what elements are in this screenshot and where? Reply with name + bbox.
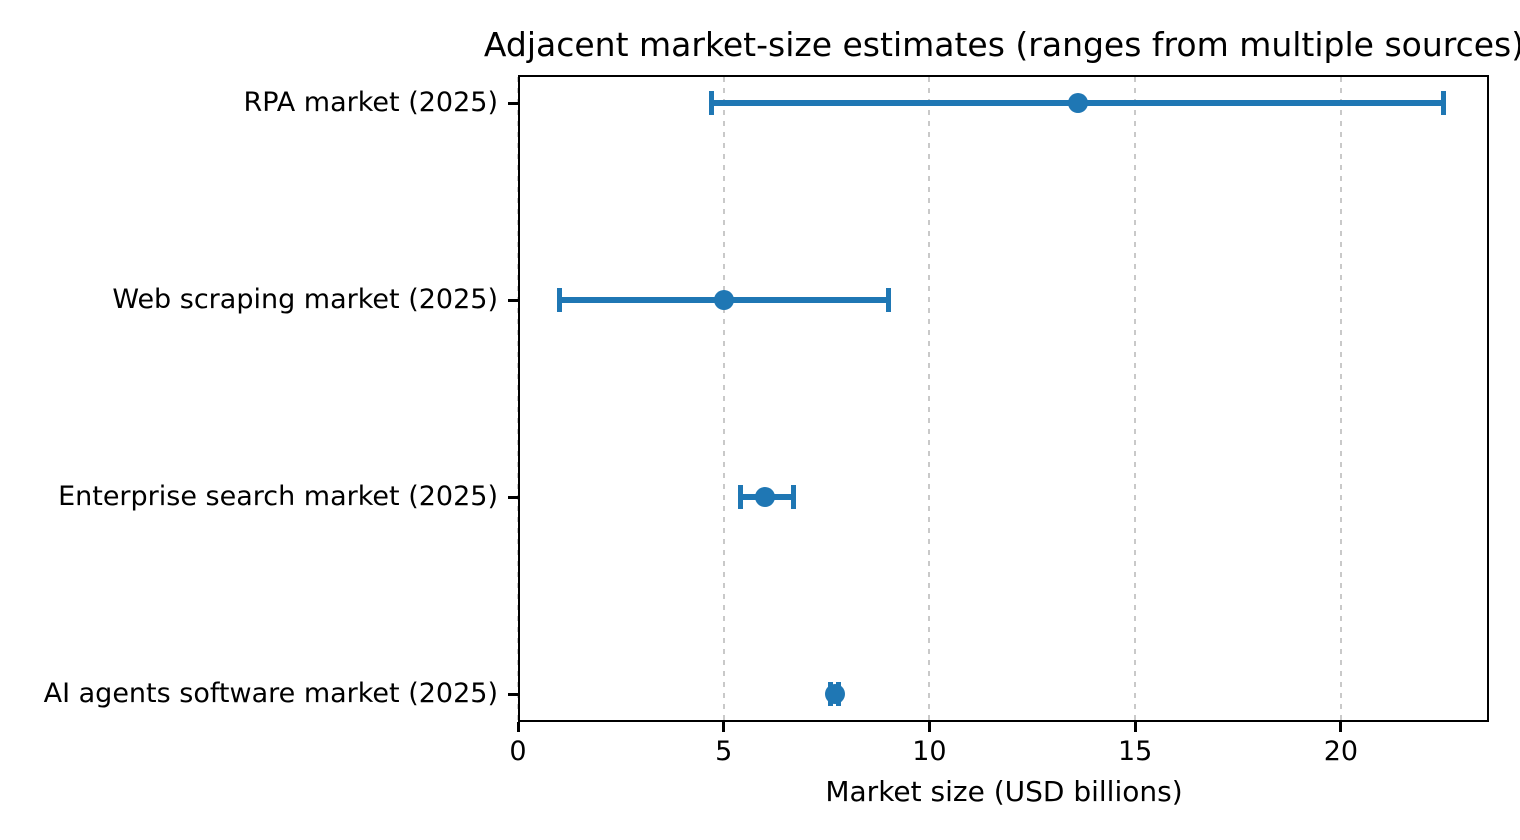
plot-area-border — [518, 75, 1489, 722]
gridline-x-20 — [1339, 77, 1342, 720]
x-axis-label: Market size (USD billions) — [825, 775, 1183, 808]
gridline-x-10 — [928, 77, 931, 720]
x-tick-15 — [1133, 722, 1137, 732]
x-tick-0 — [516, 722, 520, 732]
x-tick-label-5: 5 — [715, 736, 733, 767]
point-marker — [824, 684, 845, 704]
category-label: Enterprise search market (2025) — [58, 481, 498, 512]
error-bar-cap-low — [556, 288, 562, 312]
point-marker — [754, 487, 775, 507]
x-tick-20 — [1339, 722, 1343, 732]
x-tick-label-10: 10 — [912, 736, 947, 767]
gridline-x-15 — [1134, 77, 1137, 720]
error-bar-cap-low — [737, 485, 743, 509]
error-bar-cap-high — [1441, 91, 1447, 115]
error-bar-cap-high — [791, 485, 797, 509]
category-label: RPA market (2025) — [243, 87, 498, 118]
x-tick-label-20: 20 — [1323, 736, 1359, 767]
category-label: AI agents software market (2025) — [43, 678, 498, 709]
error-bar-cap-low — [708, 91, 714, 115]
y-tick-3 — [508, 692, 518, 696]
y-tick-0 — [508, 101, 518, 105]
error-bar-cap-high — [885, 288, 891, 312]
gridline-x-5 — [722, 77, 725, 720]
point-marker — [1067, 93, 1088, 113]
x-tick-10 — [927, 722, 931, 732]
y-tick-2 — [508, 495, 518, 499]
y-tick-1 — [508, 298, 518, 302]
gridline-x-0 — [517, 77, 519, 720]
category-label: Web scraping market (2025) — [112, 284, 498, 315]
x-tick-label-15: 15 — [1117, 736, 1153, 767]
point-marker — [713, 290, 734, 310]
x-tick-5 — [722, 722, 726, 732]
chart-title: Adjacent market-size estimates (ranges f… — [483, 25, 1520, 64]
x-tick-label-0: 0 — [509, 736, 527, 767]
